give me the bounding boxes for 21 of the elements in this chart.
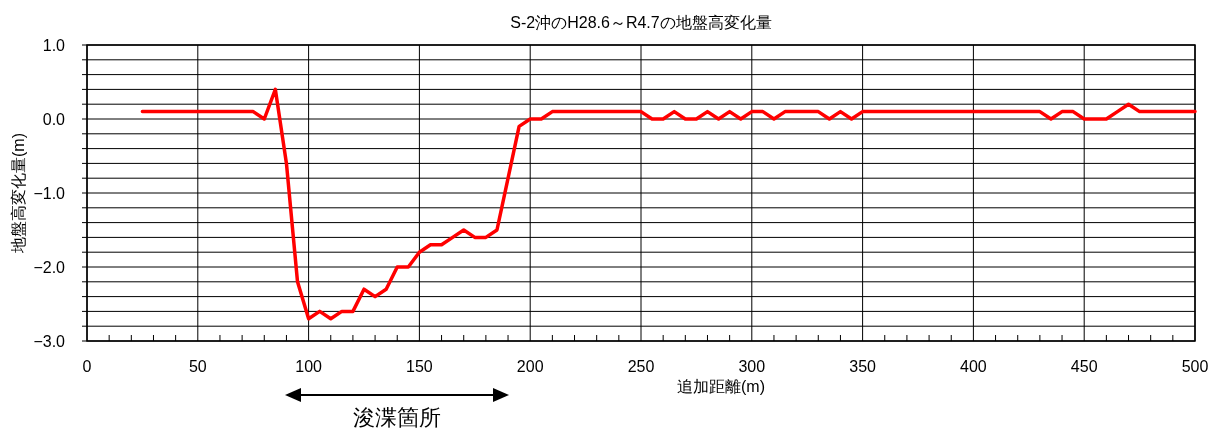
x-tick-label: 500 bbox=[1181, 358, 1209, 375]
y-tick-label: −2.0 bbox=[33, 259, 66, 276]
x-tick-label: 300 bbox=[738, 358, 766, 375]
x-tick-label: 150 bbox=[406, 358, 433, 375]
x-tick-label: 350 bbox=[849, 358, 877, 375]
y-tick-label: 1.0 bbox=[42, 37, 66, 54]
x-tick-label: 0 bbox=[82, 358, 92, 375]
x-tick-label: 100 bbox=[295, 358, 323, 375]
x-tick-label: 50 bbox=[188, 358, 207, 375]
line-series bbox=[140, 87, 1197, 321]
y-tick-label: −3.0 bbox=[33, 333, 66, 350]
y-tick-label: 0.0 bbox=[42, 111, 66, 128]
text: 浚渫箇所 bbox=[353, 405, 441, 430]
x-tick-label: 450 bbox=[1070, 358, 1098, 375]
x-tick-label: 250 bbox=[627, 358, 655, 375]
chart-title: S-2沖のH28.6～R4.7の地盤高変化量 bbox=[510, 14, 772, 31]
x-axis-title: 追加距離(m) bbox=[677, 378, 765, 395]
x-tick-label: 400 bbox=[960, 358, 987, 375]
y-axis-title: 地盤高変化量(m) bbox=[10, 133, 27, 254]
x-tick-label: 200 bbox=[516, 358, 544, 375]
y-tick-label: −1.0 bbox=[33, 185, 66, 202]
